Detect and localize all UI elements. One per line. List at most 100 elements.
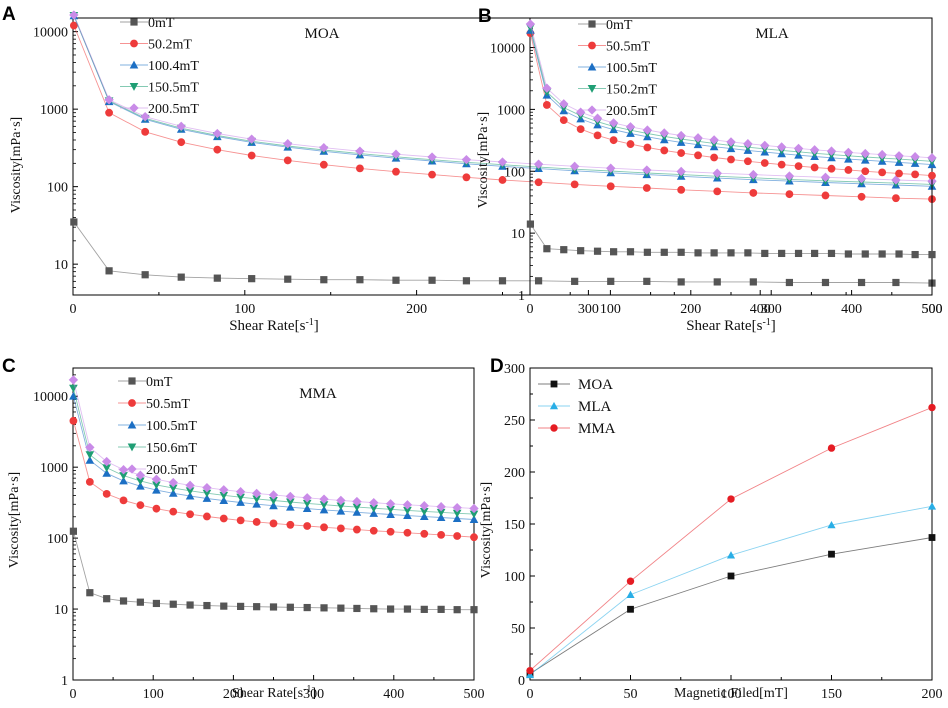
panel-c-series-4-point — [452, 502, 462, 513]
panel-c-series-1-point — [470, 533, 478, 542]
panel-c-y-tick-label: 100 — [47, 532, 68, 547]
panel-b-series-1-point — [844, 166, 853, 174]
panel-a-series-0-point — [177, 273, 185, 281]
panel-b-series-4-point — [693, 133, 703, 143]
panel-b-series-1-point — [911, 170, 920, 179]
panel-c-y-axis-label: Viscosity[mPa·s] — [7, 472, 22, 568]
panel-c-series-0-point — [353, 604, 361, 613]
panel-b-legend-label: 0mT — [606, 18, 633, 33]
panel-a-series-0-point — [284, 275, 292, 283]
panel-a-x-axis-label: Shear Rate[s-1] — [229, 317, 319, 334]
panel-b-series-0-point — [626, 248, 635, 256]
panel-c-series-1-point — [286, 520, 295, 529]
panel-a-series-0-point — [571, 277, 579, 285]
panel-b-series-4-point — [542, 83, 552, 93]
panel-a-series-4-point — [104, 95, 114, 105]
panel-c-series-4-point — [251, 488, 262, 499]
panel-c-series-2-point — [252, 499, 261, 508]
panel-c-series-3-point — [219, 491, 229, 500]
panel-b-series-1-point — [895, 169, 903, 178]
panel-b-series-4-point — [760, 140, 770, 151]
panel-b-series-0-point — [694, 249, 702, 257]
panel-c-series-2-point — [286, 502, 295, 511]
panel-b-series-1-point — [777, 160, 786, 169]
panel-c-series-4-point — [135, 470, 146, 480]
panel-a-series-0-point — [821, 278, 830, 287]
panel-c-series-4-point — [268, 490, 279, 500]
panel-c-series-2-point — [403, 511, 412, 520]
panel-a-series-0-point — [643, 277, 651, 285]
panel-c-x-tick-label: 200 — [223, 687, 244, 702]
panel-c-series-2-point — [369, 509, 379, 517]
panel-b-series-4-point — [743, 139, 753, 149]
panel-c-series-4-point — [369, 497, 379, 508]
panel-c-series-4-point — [402, 500, 413, 510]
panel-c-series-2-point — [469, 515, 479, 523]
panel-b-x-tick-label: 0 — [527, 302, 534, 317]
panel-c-series-4-point — [168, 477, 178, 488]
panel-b-series-1-point — [928, 171, 936, 180]
panel-c-y-tick-label: 10000 — [33, 390, 68, 405]
panel-c-legend-label: 50.5mT — [146, 397, 190, 412]
panel-a-series-4-point — [427, 152, 437, 162]
panel-c-letter: C — [2, 356, 16, 377]
panel-c-series-3-point — [403, 506, 412, 515]
panel-c-series-3-point — [185, 487, 195, 496]
panel-b-series-0-point — [827, 249, 836, 258]
panel-d: D Viscosity[mPa·s] Magnetic Filed[mT] 0 5… — [479, 356, 943, 702]
panel-c-series-2-point — [319, 505, 329, 514]
panel-c-series-2-point — [168, 488, 178, 497]
panel-a-series-0-point — [534, 277, 543, 285]
panel-c-series-1-point — [203, 512, 211, 521]
panel-b-series-1-point — [827, 164, 836, 173]
panel-b-series-4-point — [910, 152, 920, 162]
panel-c-series-1-point — [386, 527, 395, 536]
panel-d-series-0-point — [727, 572, 735, 580]
panel-b-series-4-point — [726, 137, 736, 147]
panel-c-series-4-point — [118, 465, 129, 475]
panel-b-series-1-point — [794, 162, 803, 171]
panel-d-legend-label: MOA — [578, 377, 613, 393]
panel-b-series-1-point — [760, 159, 769, 167]
panel-b-series-4-point — [659, 128, 669, 138]
panel-c: C Viscosity[mPa·s] Shear Rate[s-1] MMA 0… — [2, 356, 485, 702]
panel-b-series-0-point — [543, 245, 551, 253]
panel-c-series-0-point — [453, 606, 461, 614]
panel-a-x-tick-label: 0 — [70, 302, 77, 317]
panel-c-y-tick-label: 10 — [54, 603, 68, 618]
panel-b-series-0-point — [811, 249, 819, 258]
panel-c-series-0-point — [203, 601, 211, 610]
panel-b-series-4-point — [843, 147, 854, 158]
panel-c-y-tick-label: 1 — [61, 674, 68, 689]
panel-c-legend-marker — [127, 420, 137, 429]
panel-c-legend-label: 150.6mT — [146, 441, 197, 456]
panel-c-series-0-point — [286, 603, 294, 611]
panel-a-series-1-point — [247, 151, 256, 160]
panel-c-series-4-point — [352, 496, 362, 507]
panel-d-y-tick-label: 250 — [504, 414, 525, 429]
panel-c-series-2-point — [102, 468, 112, 477]
panel-c-series-3-point — [436, 508, 446, 517]
panel-c-series-4-point — [319, 494, 329, 504]
panel-b-series-4-point — [793, 143, 804, 154]
panel-b-series-0-point — [727, 249, 735, 257]
panel-b-x-tick-label: 400 — [841, 302, 862, 317]
panel-c-series-4-point — [285, 491, 296, 502]
panel-c-series-0-point — [152, 599, 161, 608]
panel-d-legend-marker — [549, 401, 559, 410]
panel-b-series-0-point — [643, 248, 651, 256]
panel-c-series-2-point — [452, 514, 462, 522]
panel-c-series-2-point — [152, 485, 161, 494]
panel-d-series-2-point — [928, 403, 936, 412]
panel-a-series-0-point — [248, 275, 256, 283]
panel-a-series-0-point — [320, 276, 328, 284]
panel-c-series-0-point — [437, 605, 445, 613]
panel-c-series-2-point — [185, 491, 195, 500]
panel-c-title: MMA — [299, 386, 337, 402]
panel-a-series-4-point — [176, 121, 186, 132]
panel-c-series-4-point — [235, 487, 246, 497]
panel-a-series-0-point — [749, 278, 757, 286]
panel-a-series-0-point — [607, 277, 615, 285]
panel-b-title: MLA — [755, 26, 789, 42]
panel-c-series-3-point — [236, 493, 245, 502]
